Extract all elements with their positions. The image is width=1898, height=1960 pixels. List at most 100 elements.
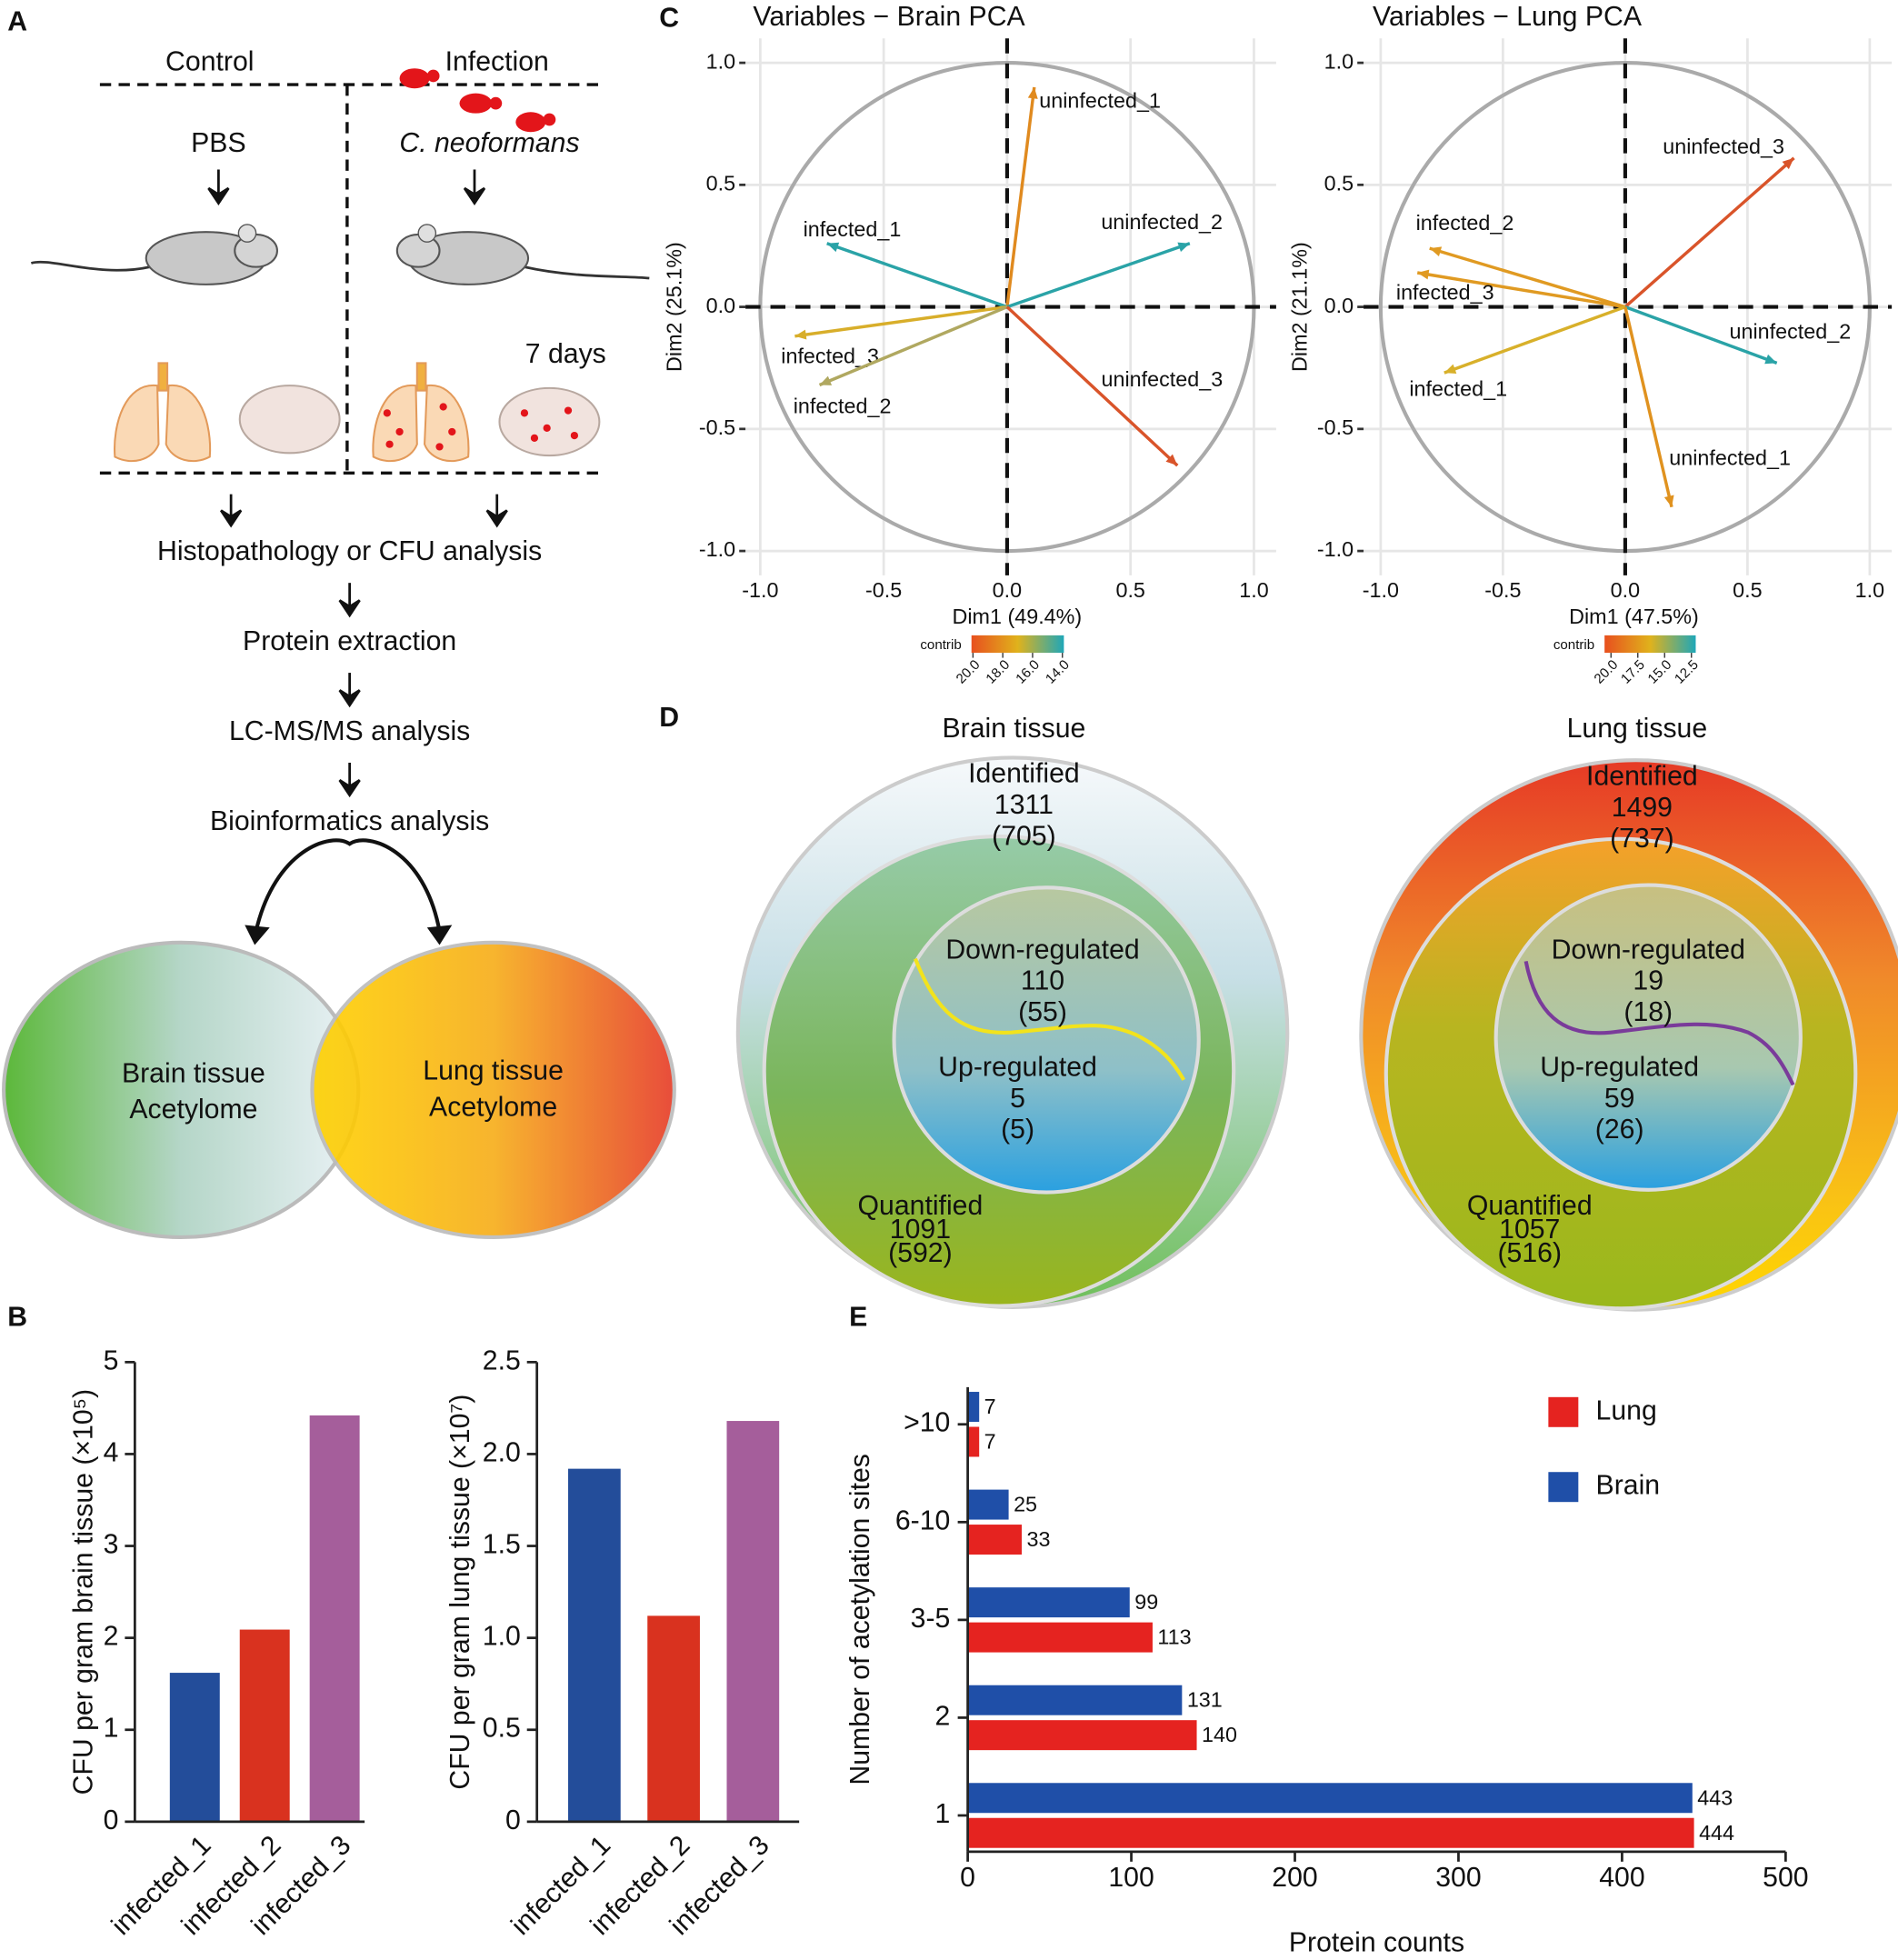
arrowhead bbox=[1764, 354, 1777, 365]
colorbar-title: contrib bbox=[920, 637, 961, 653]
bar bbox=[967, 1489, 1009, 1520]
y-tick-label: 4 bbox=[104, 1437, 119, 1467]
legend-label: Lung bbox=[1596, 1395, 1657, 1425]
group-label: Infection bbox=[445, 47, 549, 77]
x-axis-label: Protein counts bbox=[1289, 1927, 1464, 1957]
mouse bbox=[395, 224, 650, 285]
y-tick-label: 1.5 bbox=[483, 1530, 521, 1560]
bar bbox=[967, 1817, 1694, 1848]
x-tick-label: -1.0 bbox=[1363, 578, 1399, 602]
workflow: Control Infection PBS C. neoformans 7 da… bbox=[2, 47, 676, 1240]
value-label: 140 bbox=[1202, 1723, 1237, 1746]
y-axis-label: Dim2 (21.1%) bbox=[1288, 242, 1312, 372]
x-tick-label: 200 bbox=[1272, 1863, 1317, 1893]
venn-title: Brain tissue bbox=[942, 714, 1085, 744]
loading-arrow bbox=[794, 305, 1008, 338]
divider bbox=[1523, 960, 1795, 1086]
venn-label: Identified bbox=[1586, 761, 1698, 791]
bar bbox=[169, 1673, 220, 1822]
legend-label: Brain bbox=[1596, 1471, 1661, 1501]
colorbar-tick-label: 14.0 bbox=[1043, 657, 1073, 687]
y-tick-label: 2.5 bbox=[483, 1345, 521, 1375]
arrowhead bbox=[1177, 242, 1190, 253]
loading-arrow bbox=[1005, 305, 1179, 467]
x-tick-label: 0.0 bbox=[1611, 578, 1640, 602]
arrowhead bbox=[819, 375, 833, 385]
y-tick-label: 1 bbox=[104, 1714, 119, 1744]
venn-label: (592) bbox=[888, 1238, 953, 1268]
arrow-label: infected_2 bbox=[794, 394, 892, 417]
colorbar-tick-label: 20.0 bbox=[954, 657, 984, 687]
arrowhead bbox=[1417, 269, 1430, 280]
colorbar-tick-label: 15.0 bbox=[1645, 657, 1675, 687]
colorbar-tick-label: 17.5 bbox=[1618, 657, 1648, 687]
bar bbox=[726, 1421, 780, 1822]
colorbar-tick-label: 16.0 bbox=[1013, 657, 1043, 687]
curved-arrow bbox=[254, 838, 442, 932]
venn-label: (55) bbox=[1018, 997, 1067, 1027]
arrow-label: uninfected_1 bbox=[1039, 89, 1161, 113]
loading-arrow bbox=[1624, 305, 1778, 365]
arrowhead bbox=[1165, 454, 1178, 466]
venn-label: (26) bbox=[1595, 1115, 1644, 1145]
y-tick-label: 0 bbox=[505, 1805, 521, 1835]
colorbar-tick-label: 12.5 bbox=[1672, 657, 1702, 687]
regulated-circle bbox=[892, 885, 1201, 1195]
step: Protein extraction bbox=[243, 626, 456, 656]
arrowhead bbox=[1443, 364, 1457, 375]
y-axis-label: Number of acetylation sites bbox=[845, 1454, 875, 1785]
loading-arrow bbox=[1416, 271, 1626, 309]
legend-swatch bbox=[1548, 1396, 1579, 1427]
bar bbox=[309, 1415, 360, 1822]
venn-label: Quantified bbox=[858, 1191, 984, 1221]
arrowhead bbox=[426, 925, 453, 945]
mouse bbox=[30, 224, 278, 285]
arrowhead bbox=[1027, 86, 1038, 99]
value-label: 33 bbox=[1026, 1527, 1050, 1551]
loading-arrow bbox=[1623, 306, 1673, 508]
group-label: Control bbox=[165, 47, 254, 77]
y-tick-label: 0.0 bbox=[706, 294, 735, 317]
bar bbox=[967, 1392, 980, 1423]
y-tick-label: -0.5 bbox=[1317, 415, 1354, 439]
y-tick-label: 0 bbox=[104, 1805, 119, 1835]
divider bbox=[913, 957, 1186, 1081]
oval-label: Acetylome bbox=[129, 1095, 257, 1125]
loading-arrow bbox=[818, 305, 1008, 387]
value-label: 25 bbox=[1014, 1493, 1037, 1516]
x-tick-label: 500 bbox=[1763, 1863, 1808, 1893]
bar bbox=[967, 1622, 1153, 1653]
oval-label: Brain tissue bbox=[122, 1058, 265, 1088]
arrowhead bbox=[245, 925, 270, 945]
arrow-label: uninfected_2 bbox=[1729, 320, 1851, 344]
y-tick-label: 1.0 bbox=[706, 49, 735, 73]
venn-label: (737) bbox=[1610, 824, 1674, 854]
y-tick-label: 2 bbox=[104, 1622, 119, 1652]
venn-label: (18) bbox=[1623, 997, 1673, 1027]
y-tick-label: -1.0 bbox=[699, 537, 735, 561]
y-tick-label: 0.5 bbox=[1324, 172, 1354, 195]
x-tick-label: -0.5 bbox=[1484, 578, 1521, 602]
loading-arrow bbox=[1005, 86, 1036, 307]
y-tick-label: 0.5 bbox=[706, 172, 735, 195]
value-label: 444 bbox=[1699, 1821, 1734, 1845]
venn-title: Lung tissue bbox=[1567, 714, 1708, 744]
arrow-label: uninfected_3 bbox=[1663, 135, 1784, 158]
step: Histopathology or CFU analysis bbox=[157, 536, 542, 566]
loading-arrow bbox=[1623, 156, 1795, 308]
arrowhead bbox=[1429, 246, 1443, 256]
loading-arrow bbox=[1006, 242, 1191, 309]
y-tick-label: 1.0 bbox=[1324, 49, 1354, 73]
venn-label: 1311 bbox=[994, 790, 1054, 820]
treatment: C. neoformans bbox=[399, 128, 579, 158]
value-label: 131 bbox=[1187, 1688, 1223, 1712]
colorbar-title: contrib bbox=[1553, 637, 1594, 653]
y-tick-label: 1 bbox=[935, 1799, 951, 1829]
venn-label: 1091 bbox=[890, 1215, 951, 1245]
arrows bbox=[207, 169, 508, 798]
arrow-label: infected_3 bbox=[1396, 281, 1494, 305]
y-axis-label: Dim2 (25.1%) bbox=[662, 242, 685, 372]
x-tick-label: -0.5 bbox=[865, 578, 902, 602]
x-tick-label: 0.0 bbox=[993, 578, 1022, 602]
